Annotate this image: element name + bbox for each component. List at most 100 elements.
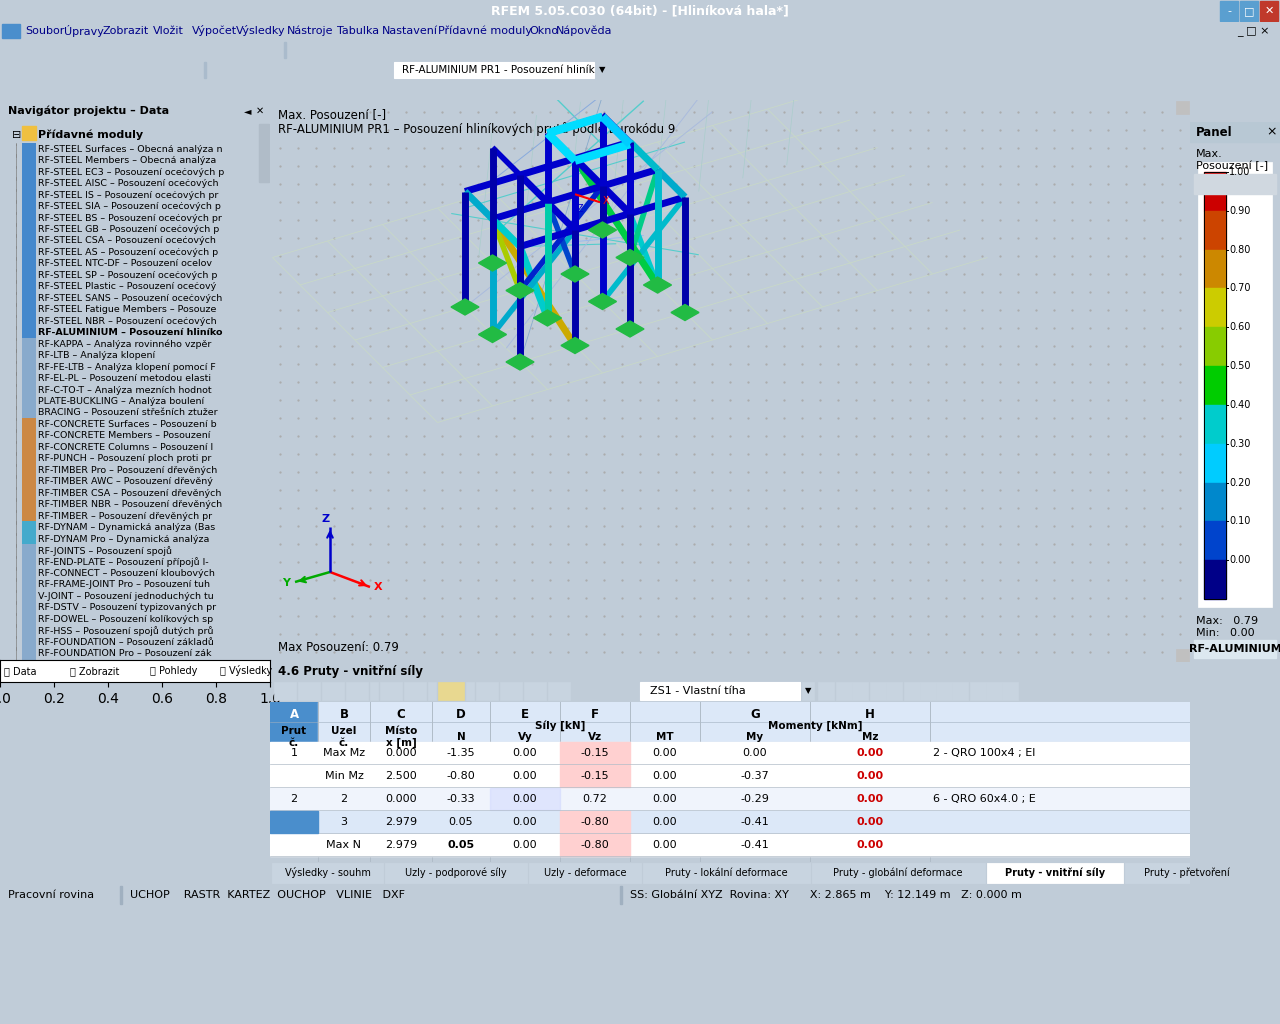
Bar <box>22 567 36 580</box>
Bar <box>114 62 134 78</box>
Bar <box>180 62 200 78</box>
Bar <box>970 682 986 700</box>
Bar <box>157 42 178 58</box>
Bar <box>22 647 36 660</box>
Bar <box>1194 824 1210 840</box>
Text: RF-EL-PL – Posouzení metodou elasti: RF-EL-PL – Posouzení metodou elasti <box>38 374 211 383</box>
Text: 👁 Zobrazit: 👁 Zobrazit <box>70 666 119 676</box>
Text: RF-ALUMINIUM PR1 - Posouzení hliník: RF-ALUMINIUM PR1 - Posouzení hliník <box>402 65 595 75</box>
Text: RF-CONNECT – Posouzení kloubových: RF-CONNECT – Posouzení kloubových <box>38 569 215 578</box>
Text: D: D <box>456 708 466 721</box>
Text: 0.60: 0.60 <box>1229 323 1251 332</box>
Bar <box>180 82 200 98</box>
Text: 0.10: 0.10 <box>1229 516 1251 526</box>
Text: RF-STEEL Surfaces – Obecná analýza n: RF-STEEL Surfaces – Obecná analýza n <box>38 144 223 154</box>
Text: RF-STEEL AISC – Posouzení oceċových: RF-STEEL AISC – Posouzení oceċových <box>38 179 219 188</box>
Text: 0.00: 0.00 <box>513 817 538 827</box>
Bar <box>852 682 868 700</box>
Bar <box>952 682 968 700</box>
Text: G: G <box>750 708 760 721</box>
Bar <box>70 42 90 58</box>
Bar <box>700 62 719 78</box>
Bar <box>1170 663 1188 679</box>
Bar <box>22 613 36 626</box>
Text: Pruty - přetvoření: Pruty - přetvoření <box>1144 867 1230 879</box>
Text: 2: 2 <box>291 794 297 804</box>
Text: -1.35: -1.35 <box>447 748 475 758</box>
Text: Min:   0.00: Min: 0.00 <box>1196 628 1254 638</box>
Text: 1.00: 1.00 <box>1229 167 1251 177</box>
Text: RF-END-PLATE – Posouzení přípojů l-: RF-END-PLATE – Posouzení přípojů l- <box>38 557 209 567</box>
Text: RF-STEEL NTC-DF – Posouzení ocelov: RF-STEEL NTC-DF – Posouzení ocelov <box>38 259 212 268</box>
Polygon shape <box>589 222 617 238</box>
Text: UCHOP    RASTR  KARTEZ  OUCHOP   VLINIE   DXF: UCHOP RASTR KARTEZ OUCHOP VLINIE DXF <box>131 890 404 900</box>
Text: RF-TIMBER – Posouzení dřevěných pr: RF-TIMBER – Posouzení dřevěných pr <box>38 512 212 520</box>
Bar <box>509 82 530 98</box>
Bar <box>136 42 156 58</box>
Bar <box>730 82 750 98</box>
Bar <box>532 42 552 58</box>
Text: ✕: ✕ <box>1265 6 1274 16</box>
Bar <box>22 314 36 328</box>
Text: 2: 2 <box>340 794 348 804</box>
Text: 0.70: 0.70 <box>1229 284 1251 294</box>
Text: RF-FE-LTB – Analýza klopení pomocí F: RF-FE-LTB – Analýza klopení pomocí F <box>38 362 216 372</box>
Text: 3: 3 <box>340 817 347 827</box>
Text: 4.6 Pruty - vnitřní síly: 4.6 Pruty - vnitřní síly <box>278 665 422 678</box>
Text: 0.00: 0.00 <box>653 771 677 781</box>
Bar <box>1194 688 1210 705</box>
Text: RF-CONCRETE Columns – Posouzení l: RF-CONCRETE Columns – Posouzení l <box>38 442 214 452</box>
Text: RF-DOWEL – Posouzení kolíkových sp: RF-DOWEL – Posouzení kolíkových sp <box>38 614 214 624</box>
Text: RF-JOINTS – Posouzení spojů: RF-JOINTS – Posouzení spojů <box>38 546 172 555</box>
Bar <box>385 863 527 883</box>
Bar <box>1204 172 1226 211</box>
Bar <box>22 556 36 568</box>
Bar <box>364 62 384 78</box>
Text: RF-STEEL BS – Posouzení oceċových pr: RF-STEEL BS – Posouzení oceċových pr <box>38 214 221 222</box>
Bar <box>399 42 420 58</box>
Bar <box>561 742 630 764</box>
Bar <box>246 82 266 98</box>
Text: Pruty - lokální deformace: Pruty - lokální deformace <box>664 867 787 879</box>
Text: RF-FRAME-JOINT Pro – Posouzení tuh: RF-FRAME-JOINT Pro – Posouzení tuh <box>38 581 210 590</box>
Text: Okno: Okno <box>529 26 558 36</box>
Text: Síly [kN]: Síly [kN] <box>535 721 585 731</box>
Text: 0.05: 0.05 <box>449 817 474 827</box>
Bar <box>334 82 355 98</box>
Bar <box>500 682 522 700</box>
Bar <box>1204 482 1226 521</box>
Bar <box>22 441 36 454</box>
Text: 2.979: 2.979 <box>385 840 417 850</box>
Bar <box>22 544 36 557</box>
Bar <box>22 625 36 637</box>
Bar <box>22 234 36 248</box>
Bar <box>4 62 24 78</box>
Bar <box>886 682 902 700</box>
Bar <box>1204 250 1226 289</box>
Text: 0.40: 0.40 <box>1229 400 1251 410</box>
Bar <box>22 166 36 178</box>
Text: Přídavné moduly: Přídavné moduly <box>438 26 532 36</box>
Bar <box>22 155 36 167</box>
Text: 0.30: 0.30 <box>1229 438 1251 449</box>
Bar <box>444 82 465 98</box>
Bar <box>524 682 547 700</box>
Text: Uzly - deformace: Uzly - deformace <box>544 868 626 878</box>
Bar <box>818 682 835 700</box>
Text: RF-DYNAM – Dynamická analýza (Bas: RF-DYNAM – Dynamická analýza (Bas <box>38 523 215 532</box>
Bar <box>26 42 46 58</box>
Bar <box>22 486 36 500</box>
Text: Z: Z <box>323 514 330 524</box>
Bar <box>26 62 46 78</box>
Text: ZS1 - Vlastní tíha: ZS1 - Vlastní tíha <box>650 686 746 696</box>
Text: _ □ ×: _ □ × <box>1238 26 1270 36</box>
Text: Max:   0.79: Max: 0.79 <box>1196 616 1258 626</box>
Bar <box>428 682 436 700</box>
Text: RF-TIMBER CSA – Posouzení dřevěných: RF-TIMBER CSA – Posouzení dřevěných <box>38 488 221 498</box>
Text: Max. Posouzení [-]: Max. Posouzení [-] <box>278 108 387 121</box>
Bar <box>561 834 630 856</box>
Polygon shape <box>589 294 617 309</box>
Text: 0.50: 0.50 <box>1229 361 1251 371</box>
Bar <box>634 62 654 78</box>
Bar <box>334 42 355 58</box>
